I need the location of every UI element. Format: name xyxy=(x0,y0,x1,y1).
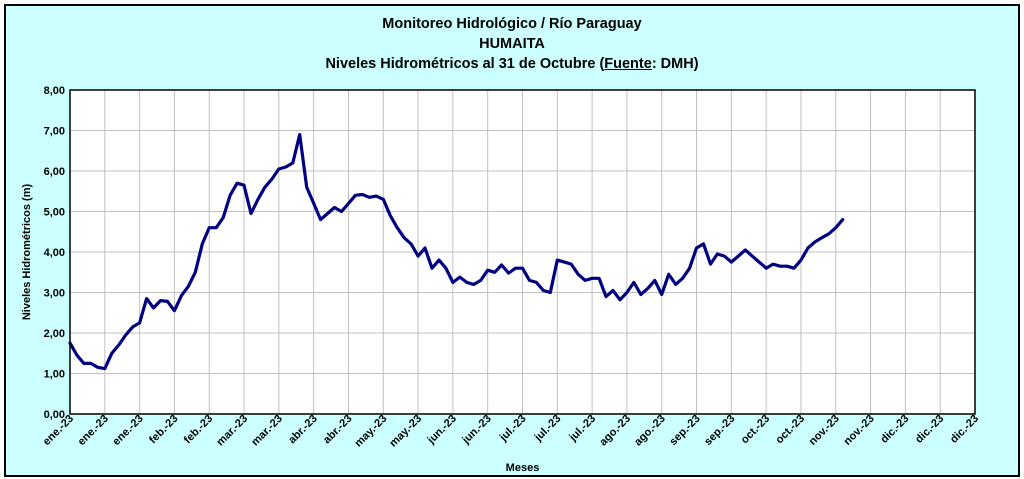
x-tick-label: jul.-23 xyxy=(532,413,564,445)
y-tick-label: 1,00 xyxy=(44,369,65,381)
y-tick-label: 0,00 xyxy=(44,409,65,421)
x-tick-label: dic.-23 xyxy=(878,413,911,446)
y-tick-label: 2,00 xyxy=(44,328,65,340)
chart-title-line3: Niveles Hidrométricos al 31 de Octubre (… xyxy=(6,54,1018,74)
x-tick-label: nov.-23 xyxy=(842,413,877,448)
x-tick-label: oct.-23 xyxy=(739,413,773,447)
y-tick-label: 5,00 xyxy=(44,207,65,219)
x-tick-label: may.-23 xyxy=(387,413,424,450)
x-tick-label: feb.-23 xyxy=(182,413,216,447)
x-tick-label: sep.-23 xyxy=(667,413,702,448)
y-tick-label: 6,00 xyxy=(44,166,65,178)
x-tick-label: dic.-23 xyxy=(913,413,946,446)
y-tick-label: 8,00 xyxy=(44,85,65,97)
x-tick-label: jun.-23 xyxy=(460,413,494,447)
x-tick-label: mar.-23 xyxy=(249,413,285,449)
x-tick-labels: ene.-23 ene.-23 ene.-23 feb.-23 feb.-23 mar.-… xyxy=(41,413,981,450)
x-tick-label: ago.-23 xyxy=(597,413,633,449)
x-tick-label: sep.-23 xyxy=(702,413,737,448)
y-tick-label: 4,00 xyxy=(44,247,65,259)
x-tick-label: nov.-23 xyxy=(807,413,842,448)
x-axis-label: Meses xyxy=(506,462,540,474)
plot-border xyxy=(69,89,976,415)
x-tick-label: dic.-23 xyxy=(948,413,981,446)
x-tick-label: ene.-23 xyxy=(110,413,145,448)
y-tick-labels: 0,00 1,00 2,00 3,00 4,00 5,00 6,00 7,00 8,00 xyxy=(44,85,65,421)
y-axis-label: Niveles Hidrométricos (m) xyxy=(21,184,33,321)
title-line3-suffix: : DMH) xyxy=(651,56,699,72)
x-tick-label: oct.-23 xyxy=(774,413,808,447)
x-tick-label: jun.-23 xyxy=(425,413,459,447)
source-label: Fuente xyxy=(604,56,652,72)
title-block: Monitoreo Hidrológico / Río Paraguay HUM… xyxy=(6,14,1018,74)
title-line3-prefix: Niveles Hidrométricos al 31 de Octubre ( xyxy=(325,56,605,72)
series-line xyxy=(68,133,845,371)
x-tick-label: abr.-23 xyxy=(286,413,320,447)
x-tick-label: jul.-23 xyxy=(567,413,599,445)
chart-subtitle: HUMAITA xyxy=(479,36,545,52)
chart-title: Monitoreo Hidrológico / Río Paraguay xyxy=(382,16,642,32)
y-tick-label: 3,00 xyxy=(44,288,65,300)
x-tick-label: feb.-23 xyxy=(147,413,181,447)
x-tick-label: mar.-23 xyxy=(214,413,250,449)
x-tick-label: may.-23 xyxy=(353,413,390,450)
y-tick-label: 7,00 xyxy=(44,126,65,138)
x-tick-label: ago.-23 xyxy=(632,413,668,449)
x-tick-label: jul.-23 xyxy=(497,413,529,445)
x-tick-label: abr.-23 xyxy=(321,413,355,447)
x-tick-label: ene.-23 xyxy=(76,413,111,448)
